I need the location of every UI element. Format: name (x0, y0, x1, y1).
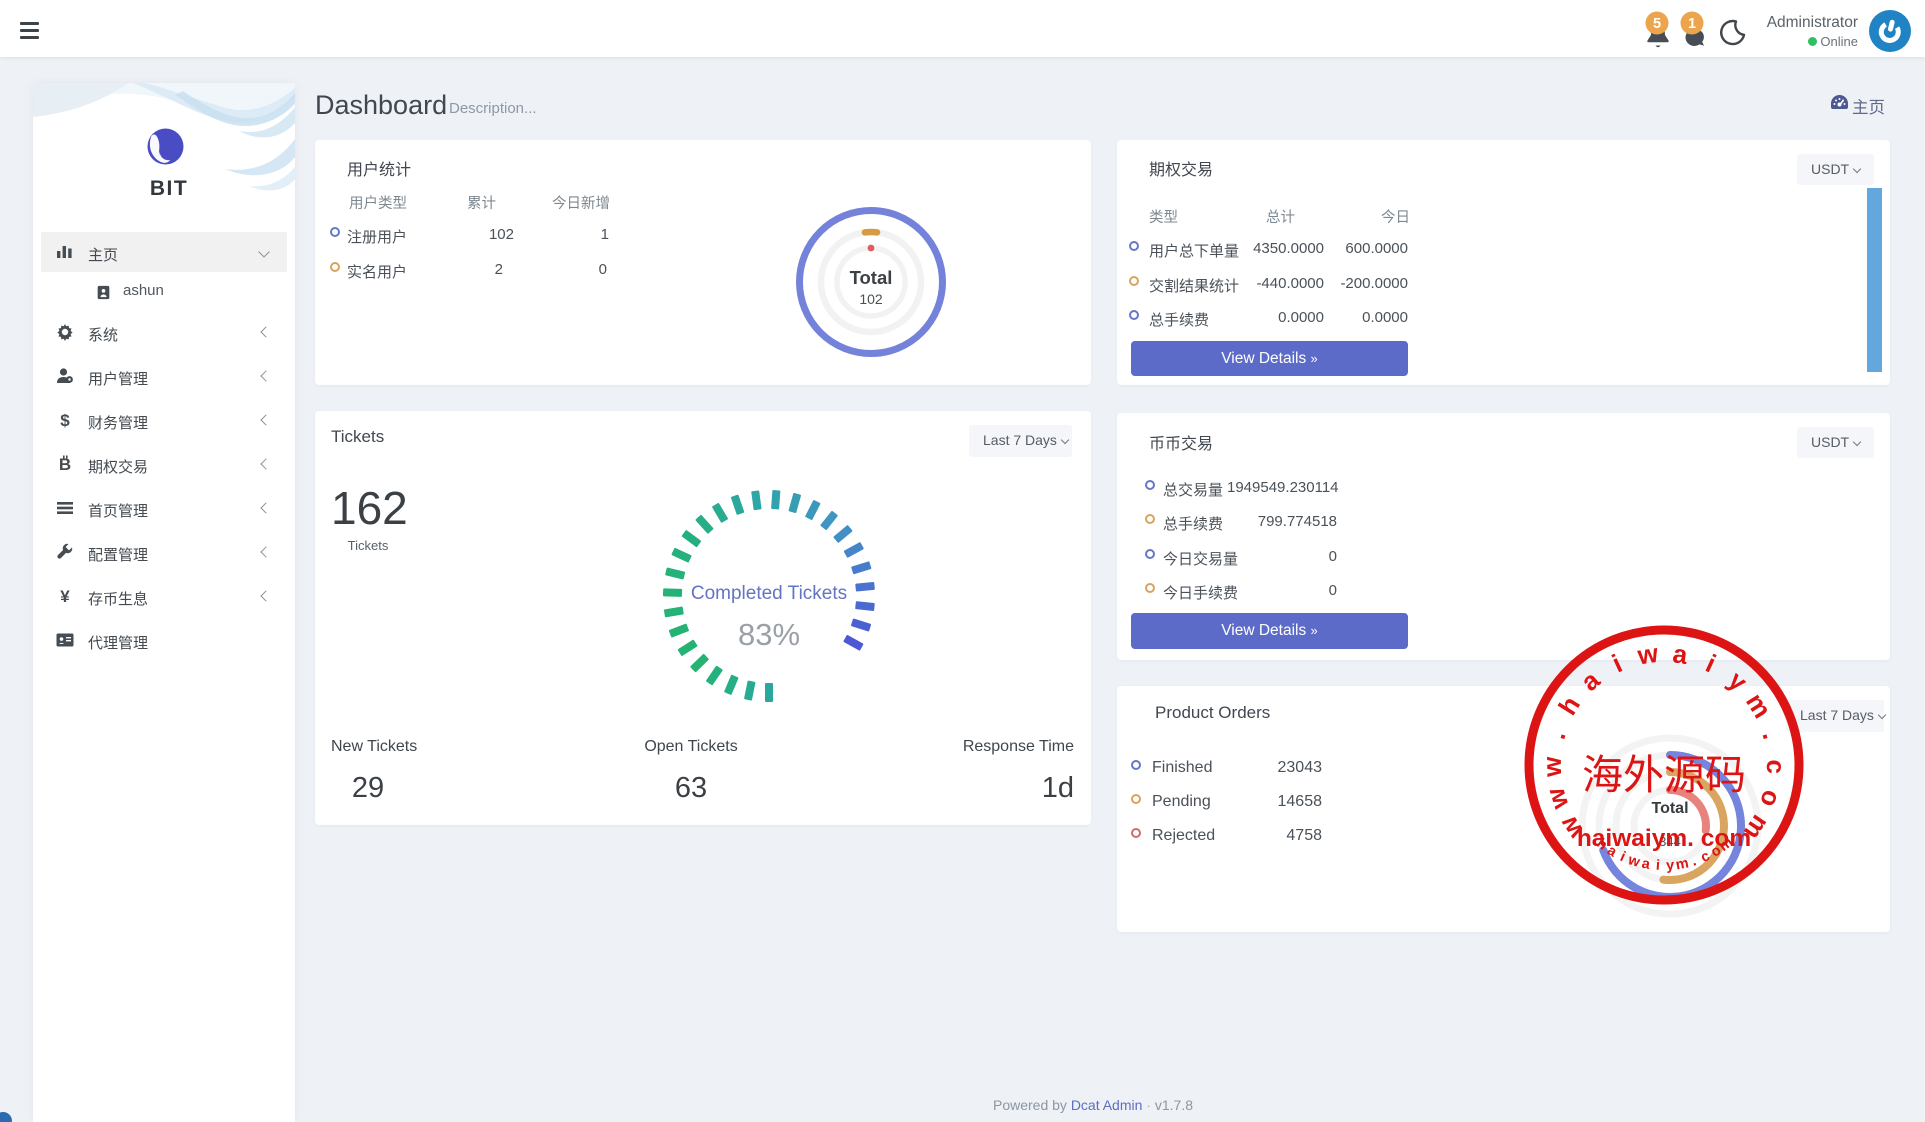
svg-text:i: i (1607, 648, 1626, 678)
svg-text:5: 5 (1653, 16, 1661, 32)
svg-text:w: w (1635, 638, 1661, 671)
svg-text:$: $ (60, 411, 70, 429)
svg-text:m: m (1740, 688, 1778, 724)
svg-text:c: c (1761, 759, 1791, 774)
svg-text:1: 1 (1688, 16, 1696, 32)
svg-text:h: h (1552, 691, 1586, 720)
svg-text:w: w (1537, 756, 1567, 778)
svg-text:y: y (1666, 858, 1675, 874)
svg-text:B: B (59, 455, 71, 473)
svg-text:a: a (1575, 664, 1606, 696)
svg-text:m: m (1674, 855, 1690, 873)
svg-text:i: i (1617, 849, 1627, 865)
svg-text:¥: ¥ (60, 587, 70, 605)
svg-text:w: w (1625, 852, 1642, 871)
svg-text:.: . (1690, 853, 1699, 869)
svg-text:a: a (1640, 856, 1652, 873)
svg-text:y: y (1723, 665, 1754, 697)
svg-text:i: i (1701, 648, 1720, 678)
svg-text:i: i (1655, 858, 1660, 874)
svg-text:a: a (1671, 638, 1690, 670)
